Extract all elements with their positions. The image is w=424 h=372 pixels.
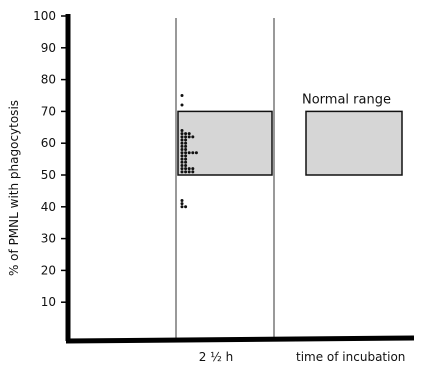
y-tick-label: 10 (41, 295, 56, 309)
y-tick-label: 50 (41, 168, 56, 182)
data-point (184, 148, 188, 152)
y-tick-label: 80 (41, 73, 56, 87)
data-point (184, 160, 188, 164)
data-point (180, 202, 184, 206)
data-point (184, 135, 188, 139)
data-point (180, 170, 184, 174)
x-category-label: 2 ½ h (199, 350, 234, 364)
data-point (184, 151, 188, 155)
data-point (180, 128, 184, 132)
data-point (184, 141, 188, 145)
data-point (194, 151, 198, 155)
data-point (191, 170, 195, 174)
data-point (180, 135, 184, 139)
data-point (184, 205, 188, 209)
data-point (180, 151, 184, 155)
legend-label: Normal range (302, 92, 391, 107)
y-tick-label: 30 (41, 232, 56, 246)
y-tick-label: 60 (41, 136, 56, 150)
x-axis (65, 335, 415, 344)
y-ticks: 10 20 30 40 50 60 70 80 90 100 (33, 9, 68, 309)
data-points (180, 94, 198, 209)
data-point (180, 198, 184, 202)
data-point (180, 148, 184, 152)
data-point (184, 163, 188, 167)
x-axis-title: time of incubation (296, 350, 405, 364)
data-point (184, 144, 188, 148)
data-point (187, 132, 191, 136)
normal-range-band (177, 110, 273, 176)
y-tick-label: 20 (41, 263, 56, 277)
data-point (180, 94, 184, 97)
data-point (184, 138, 188, 142)
y-tick-label: 40 (41, 200, 56, 214)
data-point (184, 167, 188, 171)
data-point (184, 157, 188, 161)
data-point (180, 154, 184, 158)
data-point (191, 167, 195, 171)
data-point (187, 135, 191, 139)
data-point (191, 151, 195, 155)
y-tick-label: 70 (41, 104, 56, 118)
y-tick-label: 90 (41, 41, 56, 55)
data-point (184, 170, 188, 174)
data-point (187, 151, 191, 155)
data-point (180, 157, 184, 161)
data-point (180, 138, 184, 142)
data-point (180, 167, 184, 171)
data-point (180, 103, 184, 107)
legend-swatch (305, 110, 403, 176)
data-point (187, 167, 191, 171)
data-point (180, 144, 184, 148)
data-point (180, 160, 184, 164)
data-point (187, 170, 191, 174)
data-point (184, 154, 188, 158)
data-point (180, 132, 184, 136)
data-point (180, 141, 184, 145)
y-tick-label: 100 (33, 9, 56, 23)
data-point (180, 205, 184, 209)
data-point (180, 163, 184, 167)
data-point (191, 135, 195, 139)
y-axis-title: % of PMNL with phagocytosis (7, 100, 21, 276)
data-point (184, 132, 188, 136)
